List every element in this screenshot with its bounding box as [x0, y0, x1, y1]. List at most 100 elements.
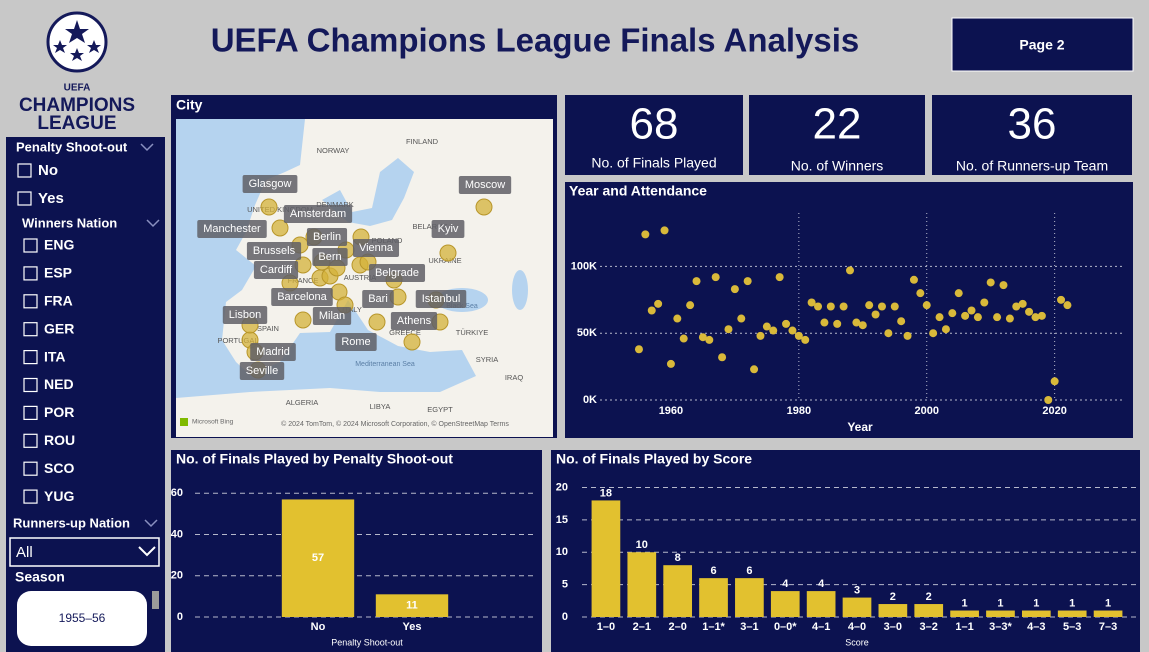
- scatter-point[interactable]: [1018, 299, 1027, 308]
- bar[interactable]: [1021, 610, 1051, 617]
- scatter-point[interactable]: [890, 302, 899, 311]
- scatter-point[interactable]: [743, 277, 752, 286]
- scatter-point[interactable]: [750, 365, 759, 374]
- scatter-point[interactable]: [833, 319, 842, 328]
- scatter-point[interactable]: [820, 318, 829, 327]
- bar[interactable]: [281, 499, 355, 617]
- scatter-point[interactable]: [903, 331, 912, 340]
- checkbox[interactable]: [23, 461, 38, 476]
- scatter-point[interactable]: [737, 314, 746, 323]
- filter-option[interactable]: ROU: [44, 432, 75, 448]
- scatter-point[interactable]: [762, 322, 771, 331]
- scatter-point[interactable]: [801, 335, 810, 344]
- bar[interactable]: [735, 578, 764, 617]
- filter-option[interactable]: ENG: [44, 237, 74, 253]
- checkbox[interactable]: [17, 163, 32, 178]
- page-button[interactable]: Page 2: [951, 17, 1134, 72]
- scatter-point[interactable]: [1031, 313, 1040, 322]
- scatter-point[interactable]: [692, 277, 701, 286]
- bar[interactable]: [627, 552, 657, 617]
- scatter-point[interactable]: [897, 317, 906, 326]
- scatter-point[interactable]: [1057, 295, 1066, 304]
- filter-option[interactable]: YUG: [44, 488, 74, 504]
- bar[interactable]: [986, 610, 1015, 617]
- scatter-point[interactable]: [967, 306, 976, 315]
- scatter-point[interactable]: [807, 298, 816, 307]
- bar[interactable]: [950, 610, 979, 617]
- checkbox[interactable]: [23, 489, 38, 504]
- filter-option[interactable]: ESP: [44, 265, 72, 281]
- bar[interactable]: [699, 578, 728, 617]
- scatter-point[interactable]: [909, 275, 918, 284]
- scatter-point[interactable]: [756, 331, 765, 340]
- scatter-point[interactable]: [846, 266, 854, 275]
- scatter-point[interactable]: [660, 226, 669, 235]
- scatter-point[interactable]: [814, 302, 823, 311]
- scatter-point[interactable]: [954, 289, 963, 298]
- scatter-point[interactable]: [877, 302, 886, 311]
- checkbox[interactable]: [23, 294, 38, 309]
- scatter-point[interactable]: [1025, 307, 1034, 316]
- map-bubble[interactable]: [271, 219, 289, 237]
- scrollbar[interactable]: [152, 591, 159, 609]
- scatter-point[interactable]: [718, 353, 727, 362]
- dropdown-value[interactable]: All: [16, 544, 33, 561]
- scatter-point[interactable]: [993, 313, 1002, 322]
- filter-option[interactable]: NED: [44, 376, 74, 392]
- scatter-point[interactable]: [929, 329, 938, 338]
- scatter-point[interactable]: [679, 334, 688, 343]
- checkbox[interactable]: [23, 238, 38, 253]
- dropdown[interactable]: All: [9, 537, 160, 567]
- scatter-point[interactable]: [980, 298, 989, 307]
- scatter-point[interactable]: [1050, 377, 1059, 386]
- scatter-point[interactable]: [935, 313, 944, 322]
- checkbox[interactable]: [23, 266, 38, 281]
- scatter-point[interactable]: [1037, 311, 1046, 320]
- scatter-point[interactable]: [941, 325, 950, 334]
- chevron[interactable]: [140, 143, 154, 152]
- scatter-point[interactable]: [826, 302, 835, 311]
- filter-option[interactable]: FRA: [44, 293, 73, 309]
- map-bubble[interactable]: [403, 333, 421, 351]
- filter-option[interactable]: SCO: [44, 460, 74, 476]
- bar[interactable]: [591, 500, 621, 617]
- scatter-point[interactable]: [1044, 396, 1053, 404]
- chevron[interactable]: [144, 519, 158, 528]
- scatter-point[interactable]: [871, 310, 880, 319]
- bar[interactable]: [842, 597, 872, 617]
- scatter-point[interactable]: [686, 301, 695, 310]
- scatter-point[interactable]: [730, 285, 739, 294]
- season-slicer[interactable]: 1955–56: [17, 591, 147, 646]
- button-label[interactable]: Page 2: [1019, 37, 1064, 53]
- scatter-point[interactable]: [839, 302, 848, 311]
- scatter-point[interactable]: [641, 230, 650, 239]
- checkbox[interactable]: [23, 433, 38, 448]
- scatter-point[interactable]: [1063, 301, 1072, 310]
- scatter-point[interactable]: [973, 313, 982, 322]
- scatter-point[interactable]: [775, 273, 784, 282]
- bar[interactable]: [1057, 610, 1087, 617]
- scatter-point[interactable]: [884, 329, 893, 338]
- scatter-point[interactable]: [961, 311, 970, 320]
- scatter-point[interactable]: [705, 335, 714, 344]
- checkbox[interactable]: [23, 377, 38, 393]
- map[interactable]: [176, 119, 553, 437]
- map-bubble[interactable]: [260, 198, 278, 216]
- bar[interactable]: [806, 591, 836, 617]
- filter-option[interactable]: No: [38, 162, 58, 179]
- scatter-point[interactable]: [666, 359, 675, 368]
- scatter-point[interactable]: [858, 321, 867, 330]
- scatter-point[interactable]: [922, 301, 931, 310]
- filter-option[interactable]: Yes: [38, 190, 64, 207]
- scatter-point[interactable]: [769, 326, 778, 335]
- scatter-point[interactable]: [647, 306, 656, 315]
- season-value[interactable]: 1955–56: [59, 611, 106, 625]
- map-bubble[interactable]: [439, 244, 457, 262]
- scatter-point[interactable]: [986, 278, 995, 287]
- scatter-point[interactable]: [673, 314, 682, 323]
- bar[interactable]: [375, 594, 449, 617]
- scatter-point[interactable]: [1012, 302, 1021, 311]
- scatter-point[interactable]: [782, 319, 791, 328]
- scatter-point[interactable]: [852, 318, 861, 327]
- scatter-point[interactable]: [999, 281, 1008, 290]
